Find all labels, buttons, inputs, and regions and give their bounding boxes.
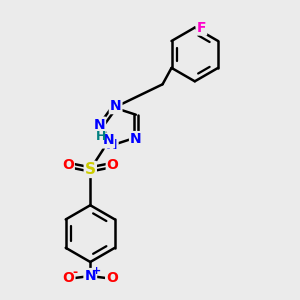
Text: N: N (93, 118, 105, 132)
Text: O: O (106, 271, 118, 285)
Text: O: O (62, 158, 74, 172)
Text: H: H (96, 130, 106, 143)
Text: F: F (196, 21, 206, 34)
Text: N: N (106, 138, 118, 152)
Text: N: N (102, 134, 114, 147)
Text: N: N (85, 269, 96, 283)
Text: N: N (130, 132, 142, 146)
Text: S: S (85, 162, 96, 177)
Text: O: O (107, 158, 118, 172)
Text: -: - (73, 266, 78, 279)
Text: +: + (92, 266, 101, 276)
Text: N: N (110, 99, 122, 113)
Text: O: O (62, 271, 74, 285)
